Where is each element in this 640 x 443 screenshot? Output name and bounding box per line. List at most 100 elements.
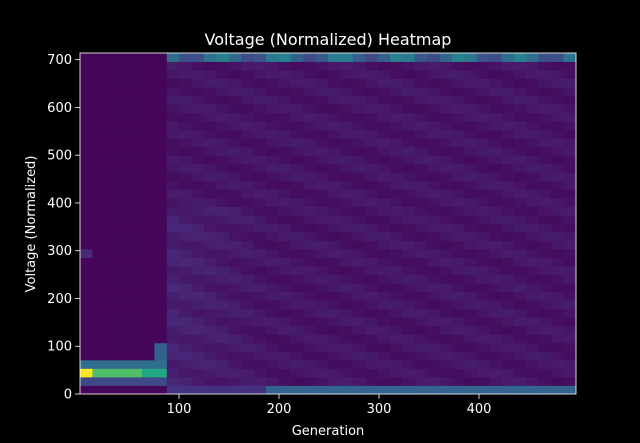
heatmap-cell <box>191 334 205 344</box>
heatmap-cell <box>154 61 168 71</box>
heatmap-cell <box>439 121 453 131</box>
heatmap-cell <box>563 385 577 395</box>
heatmap-cell <box>154 376 168 386</box>
heatmap-cell <box>142 368 155 378</box>
heatmap-cell <box>501 180 515 190</box>
heatmap-cell <box>315 95 329 105</box>
heatmap-cell <box>526 317 540 327</box>
heatmap-cell <box>365 129 378 139</box>
heatmap-cell <box>80 359 93 369</box>
heatmap-cell <box>117 138 130 148</box>
heatmap-cell <box>142 351 155 361</box>
heatmap-cell <box>551 163 564 173</box>
heatmap-cell <box>117 206 130 216</box>
heatmap-cell <box>390 214 403 224</box>
heatmap-cell <box>104 317 118 327</box>
heatmap-cell <box>489 325 502 335</box>
heatmap-cell <box>142 249 155 258</box>
heatmap-cell <box>501 95 515 105</box>
heatmap-cell <box>92 129 106 139</box>
heatmap-cell <box>538 342 552 352</box>
heatmap-cell <box>427 351 440 361</box>
heatmap-cell <box>290 112 304 122</box>
heatmap-cell <box>129 342 143 352</box>
heatmap-cell <box>390 61 403 71</box>
heatmap-cell <box>427 274 440 284</box>
heatmap-cell <box>414 163 428 173</box>
heatmap-cell <box>191 95 205 105</box>
heatmap-cell <box>117 189 130 199</box>
heatmap-cell <box>501 223 515 233</box>
heatmap-cell <box>501 249 515 258</box>
heatmap-cell <box>414 70 428 79</box>
heatmap-cell <box>328 223 341 233</box>
heatmap-cell <box>117 359 130 369</box>
heatmap-cell <box>315 240 329 250</box>
heatmap-cell <box>278 95 292 105</box>
heatmap-cell <box>129 291 143 301</box>
heatmap-cell <box>402 197 416 207</box>
heatmap-cell <box>104 104 118 114</box>
heatmap-cell <box>129 155 143 165</box>
heatmap-cell <box>290 189 304 199</box>
y-tick-label: 100 <box>47 340 72 355</box>
heatmap-cell <box>439 138 453 148</box>
heatmap-cell <box>328 70 341 79</box>
heatmap-cell <box>352 257 366 267</box>
heatmap-cell <box>414 87 428 97</box>
heatmap-cells <box>80 53 577 395</box>
heatmap-cell <box>340 214 354 224</box>
heatmap-cell <box>303 61 316 71</box>
heatmap-cell <box>92 214 106 224</box>
heatmap-cell <box>104 138 118 148</box>
heatmap-cell <box>514 172 527 182</box>
heatmap-cell <box>464 342 478 352</box>
heatmap-cell <box>402 342 416 352</box>
heatmap-cell <box>464 189 478 199</box>
heatmap-cell <box>290 385 304 395</box>
heatmap-cell <box>538 95 552 105</box>
heatmap-cell <box>117 351 130 361</box>
heatmap-cell <box>377 163 391 173</box>
heatmap-cell <box>104 385 118 395</box>
heatmap-cell <box>241 129 254 139</box>
heatmap-cell <box>104 257 118 267</box>
heatmap-cell <box>253 155 267 165</box>
heatmap-cell <box>514 214 527 224</box>
heatmap-cell <box>253 61 267 71</box>
heatmap-cell <box>228 223 242 233</box>
heatmap-cell <box>414 146 428 156</box>
heatmap-cell <box>390 206 403 216</box>
heatmap-cell <box>328 249 341 258</box>
heatmap-cell <box>290 121 304 131</box>
heatmap-cell <box>241 214 254 224</box>
heatmap-cell <box>340 223 354 233</box>
heatmap-cell <box>278 385 292 395</box>
heatmap-cell <box>538 138 552 148</box>
heatmap-cell <box>563 189 577 199</box>
heatmap-cell <box>551 385 564 395</box>
heatmap-cell <box>228 351 242 361</box>
heatmap-cell <box>191 129 205 139</box>
heatmap-cell <box>563 376 577 386</box>
heatmap-cell <box>92 240 106 250</box>
heatmap-cell <box>476 376 490 386</box>
heatmap-cell <box>315 291 329 301</box>
heatmap-cell <box>365 95 378 105</box>
heatmap-cell <box>104 359 118 369</box>
heatmap-cell <box>551 78 564 88</box>
heatmap-cell <box>117 87 130 97</box>
heatmap-cell <box>241 53 254 62</box>
heatmap-cell <box>489 155 502 165</box>
heatmap-cell <box>340 78 354 88</box>
heatmap-cell <box>551 112 564 122</box>
heatmap-cell <box>464 291 478 301</box>
heatmap-cell <box>526 95 540 105</box>
heatmap-cell <box>526 232 540 241</box>
heatmap-cell <box>204 308 217 318</box>
heatmap-cell <box>303 95 316 105</box>
heatmap-cell <box>452 359 465 369</box>
heatmap-cell <box>452 266 465 276</box>
heatmap-cell <box>439 155 453 165</box>
heatmap-cell <box>414 121 428 131</box>
